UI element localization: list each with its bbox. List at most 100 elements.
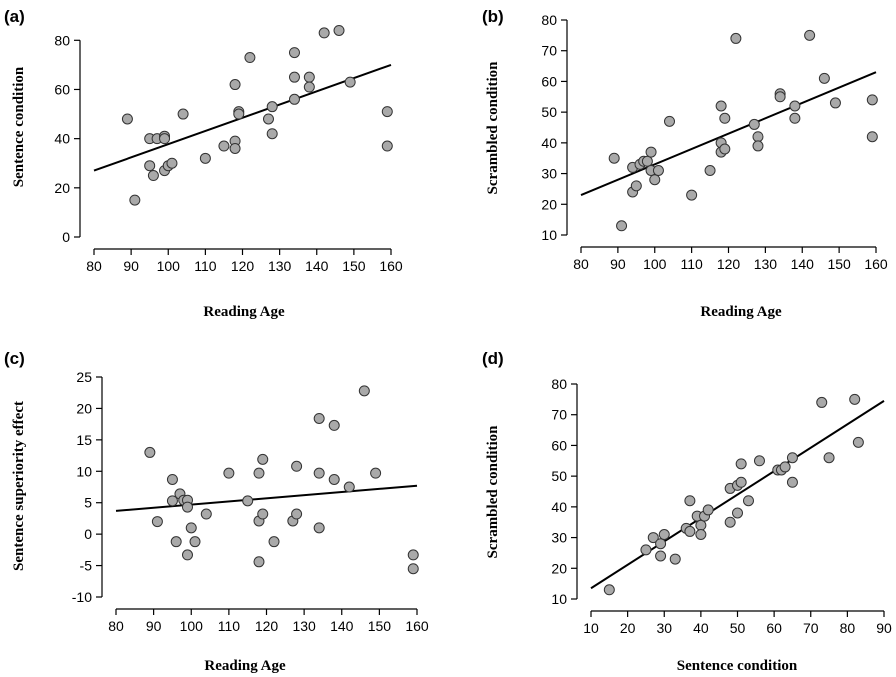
panel-b-xlabel: Reading Age (700, 304, 782, 320)
panel-a-y-tick-label: 20 (54, 180, 70, 196)
panel-c-data-point (181, 501, 193, 513)
panel-a-y-tick-label: 80 (54, 32, 70, 48)
panel-b-data-point (748, 118, 760, 130)
panel-c-data-point (170, 536, 182, 548)
panel-a-xlabel: Reading Age (203, 304, 285, 320)
panel-d-data-point (655, 550, 667, 562)
panel-b-data-point (789, 100, 801, 112)
panel-d-y-tick-label: 80 (551, 376, 567, 392)
panel-c-x-tick-label: 130 (292, 618, 316, 634)
panel-a-data-point (121, 113, 133, 125)
panel-b-letter: (b) (482, 7, 504, 26)
panel-d-x-tick-label: 40 (693, 620, 709, 636)
panel-c-data-point (313, 522, 325, 534)
panel-a-data-point (229, 79, 241, 91)
panel-b-data-point (719, 143, 731, 155)
panel-d-data-point (816, 396, 828, 408)
panel-b: (b) Reading Age Scrambled condition 80 90… (482, 7, 888, 320)
panel-d-data-point (823, 452, 835, 464)
panel-a-data-point (262, 113, 274, 125)
panel-d-x-tick-label: 20 (620, 620, 636, 636)
panel-c-data-point (358, 385, 370, 397)
panel-c-x-tick-label: 160 (405, 618, 429, 634)
panel-b-data-point (752, 140, 764, 152)
panel-b-y-tick-label: 50 (541, 104, 557, 120)
panel-c-y-tick-label: 15 (76, 432, 92, 448)
panel-c-data-point (328, 473, 340, 485)
panel-c-data-point (370, 467, 382, 479)
panel-a-data-point (344, 76, 356, 88)
panel-c-data-point (268, 536, 280, 548)
panel-a-data-point (266, 128, 278, 140)
panel-a-data-point (381, 140, 393, 152)
panel-b-y-tick-label: 70 (541, 43, 557, 59)
panel-d-data-point (640, 544, 652, 556)
panel-d-ylabel: Scrambled condition (485, 425, 501, 559)
panel-d-x-tick-label: 50 (730, 620, 746, 636)
panel-a-x-tick-label: 110 (194, 258, 217, 274)
panel-c: (c) Reading Age Sentence superiority eff… (4, 349, 429, 674)
panel-d-y-tick-label: 30 (551, 530, 567, 546)
panel-a-data-point (199, 152, 211, 164)
panel-b-x-tick-label: 140 (791, 256, 815, 272)
panel-d-data-point (684, 525, 696, 537)
panel-b-ylabel: Scrambled condition (485, 61, 501, 195)
panel-a-data-point (166, 157, 178, 169)
panel-d-data-point (647, 532, 659, 544)
panel-d-x-tick-label: 60 (766, 620, 782, 636)
panel-b-data-point (664, 115, 675, 127)
panel-c-y-tick-label: -10 (72, 589, 92, 605)
panel-d-data-point (603, 584, 615, 596)
panel-b-data-point (752, 131, 764, 143)
panel-d-data-point (735, 458, 747, 470)
panel-d-letter: (d) (482, 349, 504, 368)
panel-d-data-point (732, 507, 743, 519)
panel-a-data-point (303, 71, 315, 83)
panel-a-data-point (318, 27, 330, 39)
panel-c-data-point (242, 495, 254, 507)
panel-c-data-point (223, 467, 235, 479)
panel-a-data-point (229, 142, 241, 154)
panel-d-y-tick-label: 60 (551, 437, 567, 453)
panel-c-data-point (291, 508, 303, 520)
panel-c-y-tick-label: -5 (80, 558, 93, 574)
panel-c-x-tick-label: 110 (218, 618, 241, 634)
panel-d-data-point (735, 476, 747, 488)
panel-d-data-point (786, 452, 798, 464)
panel-d-x-tick-label: 90 (876, 620, 892, 636)
panel-b-data-point (789, 112, 801, 124)
panel-b-y-tick-label: 30 (541, 166, 557, 182)
panel-d-data-point (786, 476, 798, 488)
panel-a-x-tick-label: 150 (342, 258, 366, 274)
panel-b-data-point (829, 97, 841, 109)
panel-a-x-tick-label: 120 (231, 258, 255, 274)
panel-a-data-point (159, 133, 171, 145)
panel-d-x-tick-label: 70 (803, 620, 819, 636)
panel-a-data-point (147, 170, 159, 182)
panel-d-data-point (695, 519, 707, 531)
panel-a-data-point (177, 108, 189, 120)
panel-b-x-tick-label: 160 (864, 256, 888, 272)
panel-b-y-tick-label: 20 (541, 196, 557, 212)
panel-c-x-tick-label: 100 (180, 618, 204, 634)
panel-c-data-point (291, 460, 303, 472)
panel-d-data-point (849, 393, 861, 405)
panel-d-data-point (779, 461, 791, 473)
panel-c-data-point (257, 453, 269, 465)
panel-c-data-point (407, 549, 419, 561)
panel-d-fit-line (590, 400, 885, 590)
panel-b-x-tick-label: 90 (610, 256, 626, 272)
panel-b-data-point (652, 165, 664, 176)
panel-b-y-tick-label: 80 (541, 12, 557, 28)
panel-a-data-point (218, 140, 230, 152)
panel-b-data-point (818, 72, 830, 84)
panel-d-data-point (724, 516, 736, 528)
panel-c-data-point (166, 473, 178, 485)
panel-b-data-point (641, 155, 653, 167)
panel-d-data-point (702, 504, 714, 516)
panel-b-data-point (730, 32, 742, 44)
panel-b-data-point (715, 100, 727, 112)
panel-c-xlabel: Reading Age (204, 658, 286, 674)
panel-a-data-point (144, 160, 156, 172)
